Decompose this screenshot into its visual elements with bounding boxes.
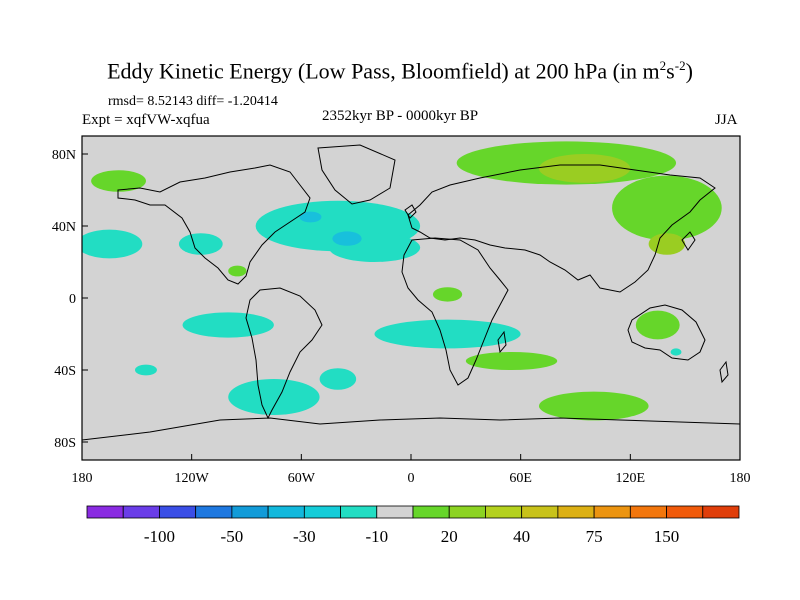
coastline-africa [401, 237, 509, 386]
colorbar-box [629, 505, 667, 519]
coastline-australia [627, 304, 706, 361]
coastline-greenland [317, 144, 396, 205]
colorbar-label: 20 [441, 527, 458, 546]
anomaly-region-cyan [135, 364, 157, 376]
anomaly-region-cyan [82, 229, 143, 259]
colorbar-label: 75 [586, 527, 603, 546]
colorbar-box [86, 505, 124, 519]
x-tick-label: 120W [175, 471, 210, 486]
anomaly-region-yellow_green [648, 233, 686, 255]
anomaly-region-yellow_green [538, 154, 631, 183]
anomaly-region-green [538, 391, 649, 421]
period-text: 2352kyr BP - 0000kyr BP [322, 108, 479, 124]
colorbar-label: -10 [365, 527, 388, 546]
colorbar-box [267, 505, 305, 519]
anomaly-region-green [635, 310, 680, 340]
colorbar-box [593, 505, 631, 519]
anomaly-region-blue [299, 211, 322, 223]
colorbar-box [340, 505, 378, 519]
colorbar-label: -30 [293, 527, 316, 546]
y-tick-label: 40S [54, 364, 76, 379]
x-tick-label: 0 [408, 471, 415, 486]
x-tick-label: 60W [288, 471, 316, 486]
coastline-eurasia [407, 164, 716, 293]
anomaly-region-cyan [228, 379, 320, 415]
anomaly-region-green [612, 175, 722, 241]
colorbar-box [195, 505, 233, 519]
x-tick-label: 180 [72, 471, 93, 486]
colorbar-box [376, 505, 414, 519]
coastline-south-america [245, 287, 323, 420]
colorbar-box [303, 505, 341, 519]
anomaly-region-cyan [178, 233, 223, 255]
chart-title: Eddy Kinetic Energy (Low Pass, Bloomfiel… [107, 58, 693, 84]
anomaly-region-green [228, 265, 247, 277]
colorbar-box [557, 505, 595, 519]
y-tick-label: 80N [52, 148, 76, 163]
experiment-text: Expt = xqfVW-xqfua [82, 112, 210, 128]
stats-text: rmsd= 8.52143 diff= -1.20414 [108, 94, 278, 109]
anomaly-region-green [432, 287, 463, 302]
x-tick-label: 120E [616, 471, 646, 486]
coastline-madagascar [497, 330, 507, 354]
colorbar-box [485, 505, 523, 519]
colorbar-label: 150 [654, 527, 680, 546]
anomaly-region-cyan [319, 368, 357, 390]
x-tick-label: 60E [509, 471, 532, 486]
colorbar-label: 40 [513, 527, 530, 546]
anomaly-region-green [91, 170, 146, 192]
colorbar-label: -50 [221, 527, 244, 546]
colorbar-box [159, 505, 197, 519]
colorbar-box [448, 505, 486, 519]
colorbar-box [702, 505, 740, 519]
anomaly-region-blue [332, 231, 362, 246]
coastline-antarctica [82, 417, 740, 441]
colorbar-label: -100 [144, 527, 175, 546]
anomaly-region-cyan [182, 312, 274, 338]
coastline-japan [681, 231, 696, 251]
y-tick-label: 80S [54, 436, 76, 451]
y-tick-label: 40N [52, 220, 76, 235]
season-text: JJA [715, 112, 738, 128]
coastline-north-america [117, 164, 311, 285]
anomaly-region-cyan [374, 319, 521, 349]
coastline-uk [404, 204, 417, 219]
colorbar-box [666, 505, 704, 519]
colorbar-box [412, 505, 450, 519]
x-tick-label: 180 [730, 471, 751, 486]
colorbar-box [231, 505, 269, 519]
anomaly-region-cyan [670, 348, 682, 356]
coastline-new-zealand [719, 360, 729, 384]
colorbar-box [521, 505, 559, 519]
colorbar-box [122, 505, 160, 519]
anomaly-region-green [465, 352, 558, 370]
y-tick-label: 0 [69, 292, 76, 307]
